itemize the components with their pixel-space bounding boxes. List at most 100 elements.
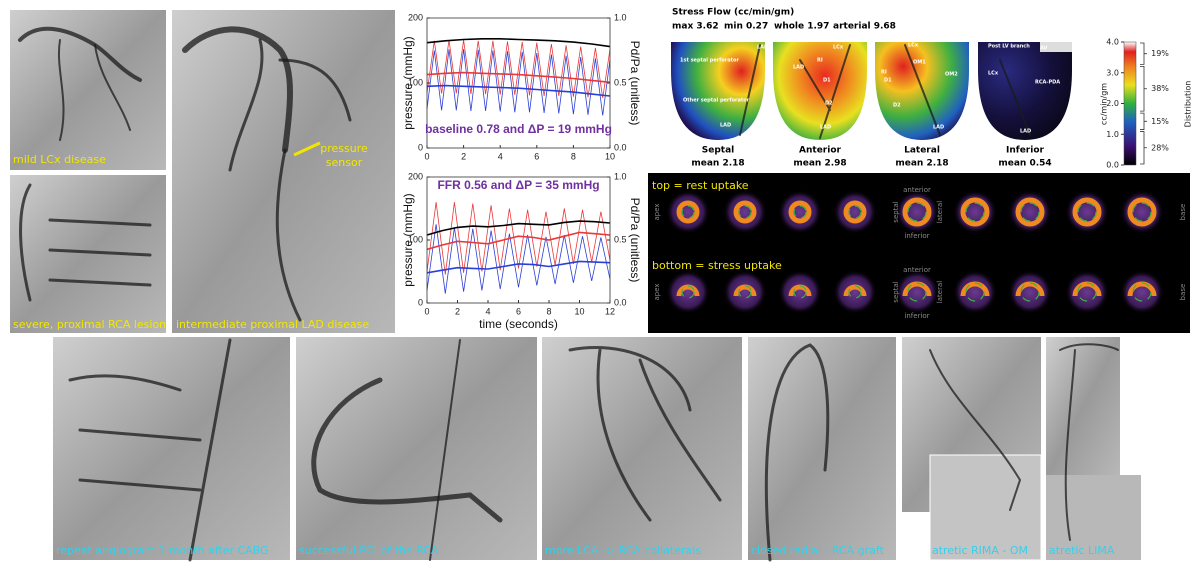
y2-tick-label: 0.0 (614, 142, 627, 152)
x-tick-label: 8 (571, 151, 576, 161)
y2-tick-label: 1.0 (614, 12, 627, 22)
angiogram: closed radial - RCA graft (748, 337, 896, 562)
vessel-label: D2 (825, 101, 833, 107)
vessel-label: AV (1040, 46, 1048, 52)
vessel-label: D2 (893, 103, 901, 109)
caption: successful PCI of the RCA (299, 544, 439, 557)
y-tick-label: 200 (408, 12, 423, 22)
view-name: Septal (702, 146, 735, 156)
colorbar-label: cc/min/gm (1100, 83, 1109, 125)
perfusion-title: Stress Flow (cc/min/gm) (672, 8, 794, 18)
stat: min 0.27 (724, 22, 768, 32)
slice-inner (1077, 202, 1097, 222)
distribution-bracket (1140, 112, 1147, 130)
inset-image (1046, 475, 1141, 560)
slice-ring (1072, 197, 1102, 227)
slice-glow (1120, 270, 1164, 314)
slice-ring (788, 284, 812, 297)
slice-ring (1127, 281, 1157, 297)
annotation: FFR 0.56 and ΔP = 35 mmHg (437, 178, 599, 192)
orientation: inferior (904, 232, 929, 240)
distribution-label: 19% (1151, 49, 1169, 58)
vessel-label: RI (881, 70, 887, 76)
slice-ring (733, 200, 757, 224)
bullseye (978, 42, 1072, 140)
vessel-label: LAD (720, 123, 731, 129)
slice-glow (1120, 190, 1164, 234)
xray-image (53, 337, 290, 560)
pressure-line (426, 224, 611, 294)
slice-ring (843, 200, 867, 224)
y-tick-label: 100 (408, 77, 423, 87)
y2-tick-label: 1.0 (614, 171, 627, 181)
vessel (929, 349, 1022, 511)
pressure-line (426, 84, 611, 97)
caption: intermediate proximal LAD disease (176, 318, 369, 331)
vessel (68, 338, 232, 562)
xray-image (542, 337, 742, 560)
orientation: septal (892, 281, 900, 302)
caption: closed radial - RCA graft (751, 544, 885, 557)
pressure-line (426, 260, 611, 274)
y-axis-label: pressure (mmHg) (401, 36, 415, 129)
pressure-line (426, 220, 611, 236)
slice-ring (676, 200, 700, 224)
y-axis-label: pressure (mmHg) (401, 193, 415, 286)
vessel-label: LAD (757, 45, 768, 51)
slice-inner (848, 285, 862, 299)
colorbar-tick-label: 4.0 (1106, 38, 1119, 47)
stat: arterial 9.68 (833, 22, 896, 32)
y-tick-label: 0 (418, 297, 423, 307)
vessel-label: LCx (988, 71, 999, 77)
vessel-label: LCx (833, 45, 844, 51)
distribution-bracket (1140, 131, 1147, 165)
x-tick-label: 0 (424, 151, 429, 161)
vessel-label: Other septal perforator (683, 98, 750, 104)
perfusion-panel: Stress Flow (cc/min/gm) max 3.62 min 0.2… (671, 8, 1137, 169)
slice-ring (676, 284, 700, 297)
slice-ring (1015, 197, 1045, 227)
vessel (182, 26, 293, 153)
colorbar-tick-label: 1.0 (1106, 130, 1119, 139)
vessel-label: Post LV branch (988, 44, 1030, 50)
vessel-label: 1st septal perforator (680, 58, 739, 64)
slice-inner (965, 202, 985, 222)
caption: atretic LIMA (1049, 544, 1115, 557)
vessel (57, 39, 131, 141)
slice-ring (1127, 197, 1157, 227)
vessel-label: RI (817, 58, 823, 64)
slice-glow (666, 270, 710, 314)
pressure-line (426, 40, 611, 98)
view-name: Lateral (904, 146, 940, 156)
view-mean: mean 2.18 (691, 159, 744, 169)
slice-ring (788, 200, 812, 224)
slice-ring (1072, 281, 1102, 297)
colorbar (1123, 41, 1137, 166)
slice-glow (1065, 270, 1109, 314)
slice-inner (681, 285, 695, 299)
vessel-label: LAD (1020, 129, 1031, 135)
spect-label: top = rest uptake (652, 179, 749, 192)
distribution-title: Distribution (1184, 81, 1193, 128)
grid-strip (1040, 42, 1072, 52)
spect-end: base (1179, 204, 1187, 221)
vessel (1059, 343, 1119, 541)
angiogram: repeat angiogram 1 month after CABG (53, 337, 290, 562)
view-mean: mean 0.54 (998, 159, 1051, 169)
slice-glow (1008, 270, 1052, 314)
xray-image (296, 337, 537, 560)
stat: max 3.62 (672, 22, 719, 32)
slice-glow (833, 270, 877, 314)
slice-inner (1077, 282, 1097, 302)
arrow (293, 141, 321, 157)
annotation: baseline 0.78 and ΔP = 19 mmHg (425, 122, 612, 136)
slice-inner (907, 202, 927, 222)
y2-axis-label: Pd/Pa (unitless) (628, 41, 642, 126)
slice-inner (738, 205, 752, 219)
slice-inner (681, 205, 695, 219)
angiogram: severe, proximal RCA lesion (10, 175, 166, 333)
annotation: pressure (320, 142, 368, 155)
view-name: Inferior (1006, 146, 1044, 156)
x-tick-label: 6 (516, 306, 521, 316)
